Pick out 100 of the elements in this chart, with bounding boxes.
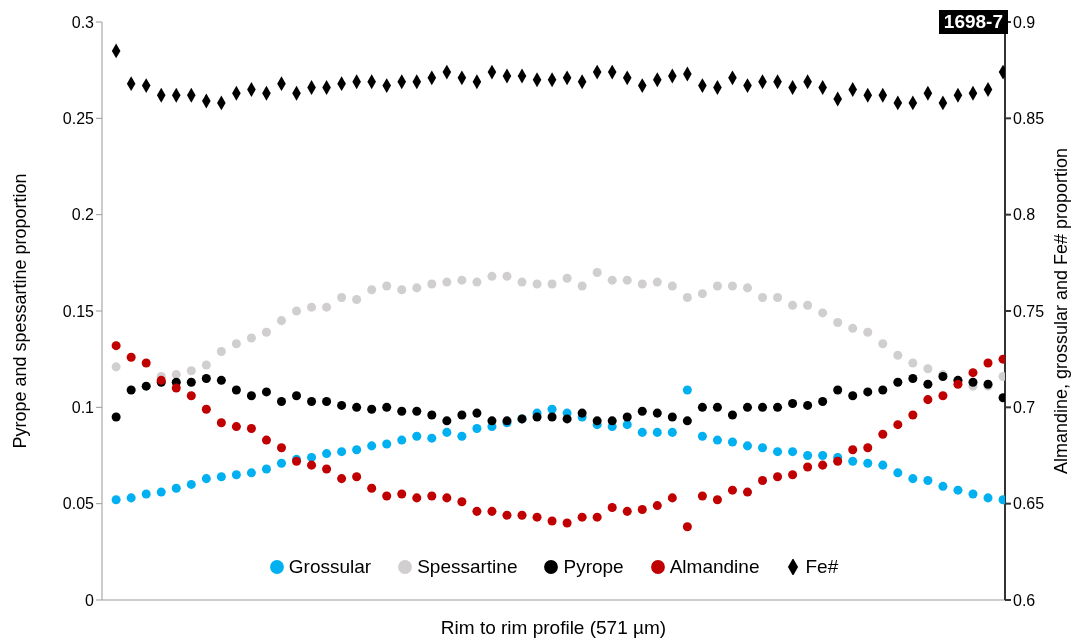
y-tick-label: 0.05 [62, 495, 95, 513]
point [758, 402, 768, 412]
point [818, 450, 828, 461]
point [457, 431, 467, 441]
point [276, 458, 286, 468]
point [607, 275, 617, 285]
point [953, 379, 963, 389]
point [848, 445, 858, 455]
point [261, 387, 271, 397]
point [773, 447, 783, 457]
point [863, 458, 873, 468]
point [652, 408, 662, 418]
point [216, 418, 226, 428]
point [712, 402, 722, 412]
point [532, 512, 542, 522]
point [397, 285, 407, 295]
point [111, 362, 121, 372]
point [742, 283, 753, 293]
point [758, 443, 768, 453]
point [878, 385, 888, 395]
point [938, 481, 948, 491]
point [246, 468, 256, 478]
point [517, 277, 527, 287]
point [667, 412, 677, 422]
point [803, 300, 813, 310]
legend-label: Almandine [668, 556, 760, 578]
point [397, 435, 407, 445]
point [803, 450, 813, 461]
point [292, 306, 302, 316]
point [502, 271, 512, 281]
point [246, 391, 256, 401]
point [697, 402, 707, 412]
point [577, 408, 587, 418]
point [803, 400, 813, 410]
point [442, 493, 452, 503]
y-tick-label: 0 [85, 591, 95, 609]
point [983, 493, 993, 503]
point [427, 491, 437, 501]
point [111, 341, 121, 351]
point [682, 293, 692, 303]
point [607, 416, 617, 426]
y2-tick-label: 0.85 [1013, 110, 1045, 128]
point [547, 516, 557, 526]
point [697, 431, 707, 441]
point [322, 464, 332, 474]
point [607, 503, 617, 513]
point [261, 327, 271, 337]
legend-label: Spessartine [416, 556, 518, 578]
point [893, 350, 903, 360]
point [622, 506, 632, 516]
point [276, 397, 286, 407]
point [216, 472, 226, 482]
point [983, 358, 993, 368]
point [337, 474, 347, 484]
point [412, 493, 422, 503]
point [818, 460, 828, 470]
point [667, 427, 677, 437]
point [307, 460, 317, 470]
point [307, 452, 317, 462]
point [848, 391, 858, 401]
point [893, 468, 903, 478]
point [367, 441, 377, 451]
y-tick-label: 0.2 [71, 206, 95, 224]
point [742, 487, 753, 497]
point [577, 512, 587, 522]
point [773, 472, 783, 482]
point [637, 504, 647, 514]
point [773, 402, 783, 412]
point [968, 377, 978, 387]
point [352, 402, 362, 412]
point [742, 402, 753, 412]
point [472, 506, 482, 516]
point [727, 485, 737, 495]
point [186, 377, 196, 387]
point [216, 346, 226, 356]
legend-label: Grossular [287, 556, 372, 578]
point [261, 435, 271, 445]
point [457, 275, 467, 285]
point [878, 339, 888, 349]
x-axis-title: Rim to rim profile (571 µm) [440, 617, 667, 638]
point [382, 402, 392, 412]
y-tick-label: 0.3 [71, 13, 95, 31]
point [863, 443, 873, 453]
point [442, 427, 452, 437]
point [231, 339, 241, 349]
y2-tick-label: 0.8 [1013, 206, 1036, 224]
point [758, 476, 768, 486]
point [322, 397, 332, 407]
legend-label: Fe# [804, 556, 839, 578]
point [893, 420, 903, 430]
point [592, 416, 602, 426]
point [201, 404, 211, 414]
y2-axis-title: Almandine, grossular and Fe# proportion [1051, 147, 1072, 475]
point [276, 443, 286, 453]
point [472, 408, 482, 418]
point [111, 412, 121, 422]
point [322, 302, 332, 312]
point [156, 487, 166, 497]
point [667, 281, 677, 291]
point [186, 479, 196, 489]
